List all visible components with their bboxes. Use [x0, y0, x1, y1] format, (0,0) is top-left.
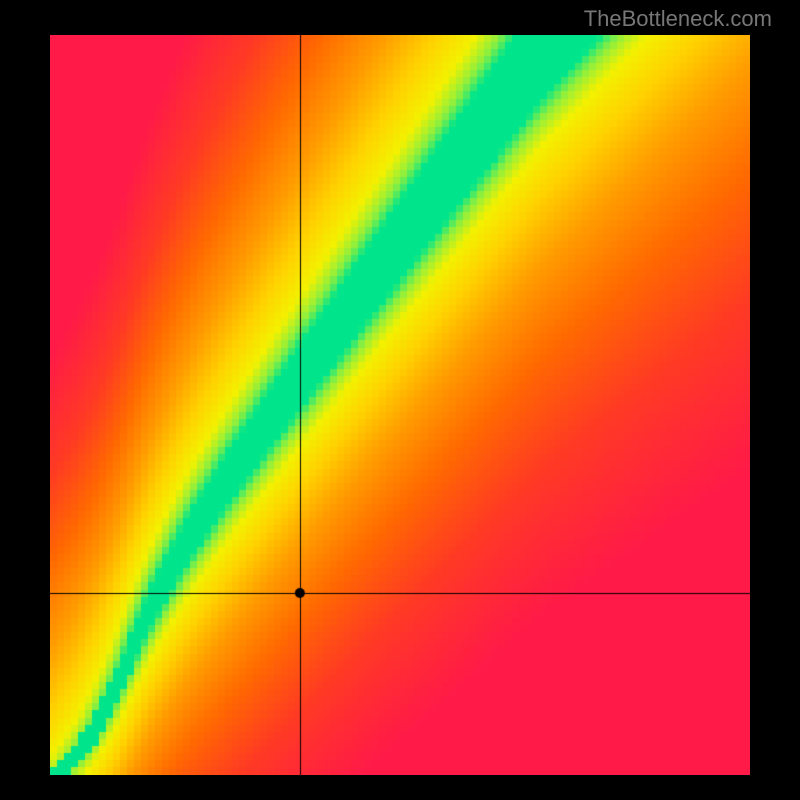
watermark-text: TheBottleneck.com — [584, 6, 772, 32]
heatmap-canvas — [50, 35, 750, 775]
chart-frame: TheBottleneck.com — [0, 0, 800, 800]
heatmap-plot — [50, 35, 750, 775]
